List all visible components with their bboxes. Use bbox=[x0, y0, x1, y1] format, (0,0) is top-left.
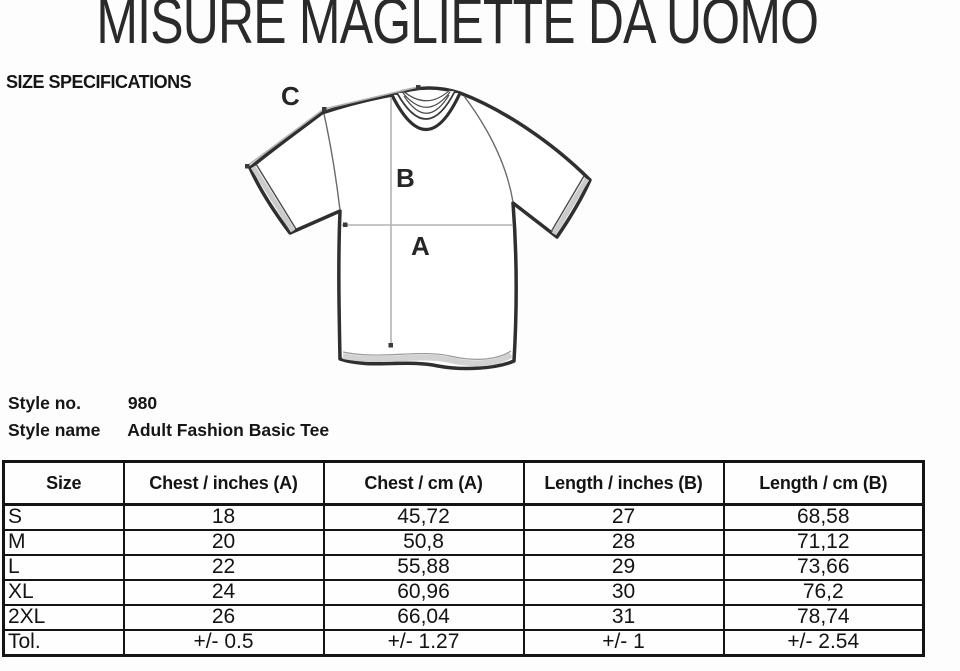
collar-rib-2 bbox=[402, 91, 451, 108]
column-header-chest-cm: Chest / cm (A) bbox=[322, 460, 525, 506]
value-cell: 71,12 bbox=[722, 529, 925, 556]
style-info-block: Style no. 980 Style name Adult Fashion B… bbox=[8, 390, 329, 444]
size-cell: 2XL bbox=[2, 604, 125, 631]
measure-marker bbox=[388, 343, 393, 348]
style-no-label: Style no. bbox=[8, 393, 81, 413]
value-cell: 45,72 bbox=[322, 503, 525, 531]
table-row: S 18 45,72 27 68,58 bbox=[2, 503, 925, 531]
size-cell: M bbox=[2, 529, 125, 556]
value-cell: 76,2 bbox=[722, 579, 925, 606]
size-cell: Tol. bbox=[2, 629, 125, 657]
measure-label-a: A bbox=[411, 231, 430, 261]
column-header-chest-inches: Chest / inches (A) bbox=[122, 460, 325, 506]
column-header-length-inches: Length / inches (B) bbox=[522, 460, 725, 506]
size-cell: S bbox=[2, 503, 125, 531]
size-specifications-label: SIZE SPECIFICATIONS bbox=[6, 72, 192, 92]
value-cell: +/- 1.27 bbox=[322, 629, 525, 657]
tshirt-outline bbox=[248, 86, 592, 371]
style-name-row: Style name Adult Fashion Basic Tee bbox=[8, 417, 329, 444]
measure-marker bbox=[343, 222, 348, 227]
size-cell: L bbox=[2, 554, 125, 581]
collar-rib-1 bbox=[401, 88, 452, 102]
style-no-row: Style no. 980 bbox=[8, 390, 329, 417]
style-name-label: Style name bbox=[8, 420, 101, 440]
table-header-row: Size Chest / inches (A) Chest / cm (A) L… bbox=[2, 460, 925, 506]
measure-label-b: B bbox=[396, 163, 415, 193]
measure-marker bbox=[245, 164, 250, 169]
style-no-value: 980 bbox=[127, 393, 158, 413]
value-cell: 22 bbox=[122, 554, 325, 581]
value-cell: 27 bbox=[522, 503, 725, 531]
value-cell: 50,8 bbox=[322, 529, 525, 556]
table-row: XL 24 60,96 30 76,2 bbox=[2, 579, 925, 606]
value-cell: 30 bbox=[522, 579, 725, 606]
value-cell: 73,66 bbox=[722, 554, 925, 581]
left-armhole-seam bbox=[323, 113, 341, 211]
right-cuff-band bbox=[551, 177, 590, 236]
value-cell: 55,88 bbox=[322, 554, 525, 581]
value-cell: 26 bbox=[122, 604, 325, 631]
table-row: L 22 55,88 29 73,66 bbox=[2, 554, 925, 581]
left-cuff-seam bbox=[255, 163, 297, 230]
collar-rib-3 bbox=[403, 94, 450, 114]
size-cell: XL bbox=[2, 579, 125, 606]
value-cell: 66,04 bbox=[322, 604, 525, 631]
value-cell: +/- 0.5 bbox=[122, 629, 325, 657]
column-header-size: Size bbox=[2, 460, 125, 506]
left-cuff-band bbox=[250, 165, 296, 233]
value-cell: 20 bbox=[122, 529, 325, 556]
page-title: MISURE MAGLIETTE DA UOMO bbox=[96, 0, 819, 57]
hem-band-edge bbox=[342, 350, 512, 360]
value-cell: 29 bbox=[522, 554, 725, 581]
value-cell: +/- 1 bbox=[522, 629, 725, 657]
right-armhole-seam bbox=[463, 95, 514, 203]
measure-marker bbox=[322, 107, 327, 112]
size-table: Size Chest / inches (A) Chest / cm (A) L… bbox=[2, 460, 925, 657]
value-cell: 18 bbox=[122, 503, 325, 531]
measure-label-c: C bbox=[281, 81, 300, 111]
hem-band bbox=[342, 352, 513, 367]
measure-marker bbox=[416, 85, 421, 90]
value-cell: 24 bbox=[122, 579, 325, 606]
value-cell: +/- 2.54 bbox=[722, 629, 925, 657]
right-cuff-seam bbox=[550, 175, 585, 233]
style-name-value: Adult Fashion Basic Tee bbox=[127, 420, 330, 440]
collar-band-inner bbox=[396, 90, 456, 120]
value-cell: 60,96 bbox=[322, 579, 525, 606]
table-row: M 20 50,8 28 71,12 bbox=[2, 529, 925, 556]
value-cell: 68,58 bbox=[722, 503, 925, 531]
table-row: 2XL 26 66,04 31 78,74 bbox=[2, 604, 925, 631]
column-header-length-cm: Length / cm (B) bbox=[722, 460, 925, 506]
tshirt-diagram: C B A bbox=[245, 81, 592, 371]
table-row-tolerance: Tol. +/- 0.5 +/- 1.27 +/- 1 +/- 2.54 bbox=[2, 629, 925, 657]
value-cell: 31 bbox=[522, 604, 725, 631]
value-cell: 78,74 bbox=[722, 604, 925, 631]
value-cell: 28 bbox=[522, 529, 725, 556]
